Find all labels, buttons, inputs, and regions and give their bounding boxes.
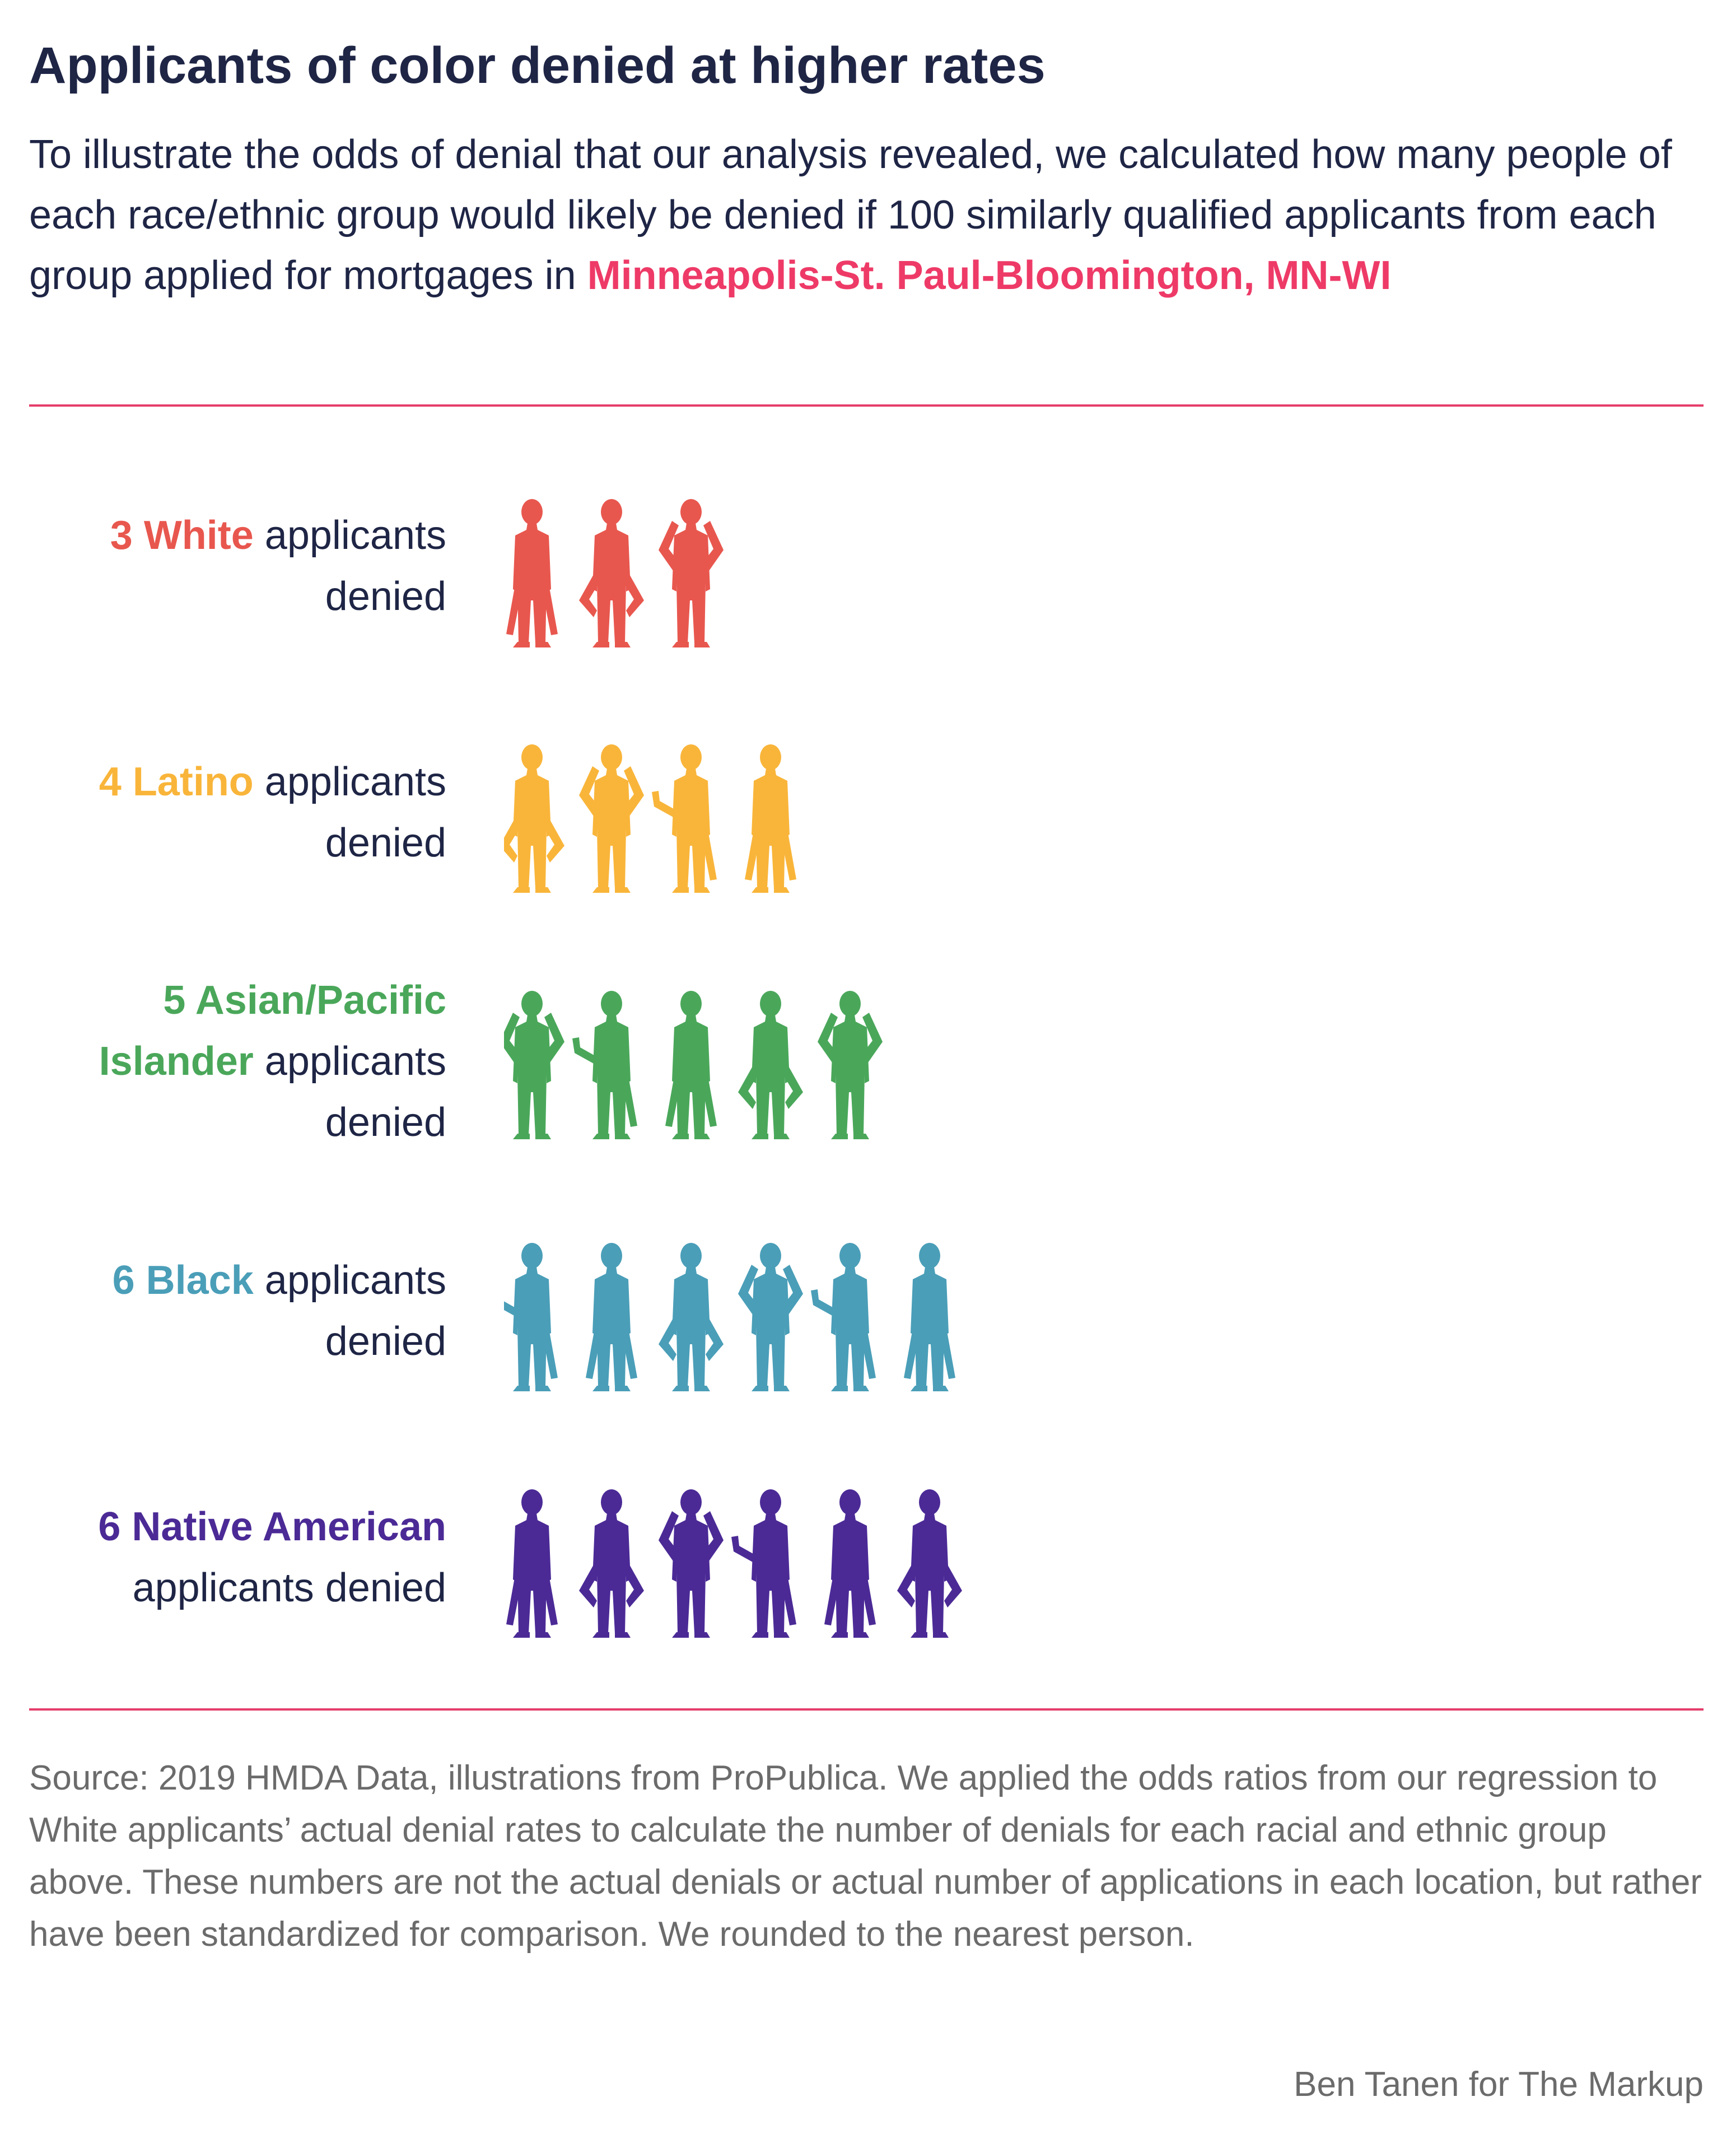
person-icon — [579, 499, 644, 647]
person-icon — [824, 1489, 876, 1638]
person-icon — [738, 991, 803, 1139]
person-icon — [506, 499, 558, 647]
person-icon — [811, 1243, 876, 1391]
credit-line: Ben Tanen for The Markup — [1294, 2065, 1704, 2104]
row-group: Black — [146, 1258, 254, 1303]
pictogram-row-native-american — [506, 1489, 962, 1638]
person-icon — [904, 1243, 955, 1391]
person-icon — [586, 1243, 637, 1391]
row-label-native-american: 6 Native American applicants denied — [98, 1504, 446, 1610]
location-highlight: Minneapolis-St. Paul-Bloomington, MN-WI — [587, 253, 1392, 298]
person-icon — [652, 744, 717, 893]
row-count: 5 — [163, 978, 186, 1023]
person-icon — [659, 499, 724, 647]
person-icon — [897, 1489, 962, 1638]
row-label-black: 6 Black applicants denied — [112, 1258, 446, 1364]
chart-title: Applicants of color denied at higher rat… — [29, 37, 1046, 94]
row-group: Native American — [132, 1504, 446, 1549]
person-icon — [659, 1489, 724, 1638]
person-icon — [659, 1243, 724, 1391]
row-count: 6 — [98, 1504, 121, 1549]
person-icon — [504, 744, 564, 893]
pictogram-row-white — [506, 499, 724, 647]
pictogram-row-black — [504, 1243, 955, 1391]
chart-subtitle: To illustrate the odds of denial that ou… — [29, 124, 1704, 306]
person-icon — [572, 991, 637, 1139]
bottom-divider — [29, 1708, 1704, 1711]
source-note: Source: 2019 HMDA Data, illustrations fr… — [29, 1759, 1702, 1954]
person-icon — [504, 1243, 558, 1391]
person-icon — [579, 744, 644, 893]
person-icon — [818, 991, 883, 1139]
top-divider — [29, 404, 1704, 407]
pictogram-row-latino — [504, 744, 796, 893]
person-icon — [506, 1489, 558, 1638]
row-count: 6 — [112, 1258, 135, 1303]
person-icon — [579, 1489, 644, 1638]
row-label-asian-pacific-islander: 5 Asian/Pacific Islander applicants denied — [99, 978, 446, 1145]
person-icon — [504, 991, 564, 1139]
row-group: White — [143, 513, 254, 558]
row-count: 4 — [99, 760, 122, 804]
person-icon — [731, 1489, 796, 1638]
subtitle-text: To illustrate the odds of denial that ou… — [29, 132, 1672, 298]
row-label-latino: 4 Latino applicants denied — [99, 760, 446, 865]
row-group: Latino — [132, 760, 254, 804]
person-icon — [745, 744, 796, 893]
person-icon — [665, 991, 717, 1139]
row-label-white: 3 White applicants denied — [110, 513, 446, 619]
pictogram-row-asian-pacific-islander — [504, 991, 883, 1139]
person-icon — [738, 1243, 803, 1391]
row-count: 3 — [110, 513, 133, 558]
